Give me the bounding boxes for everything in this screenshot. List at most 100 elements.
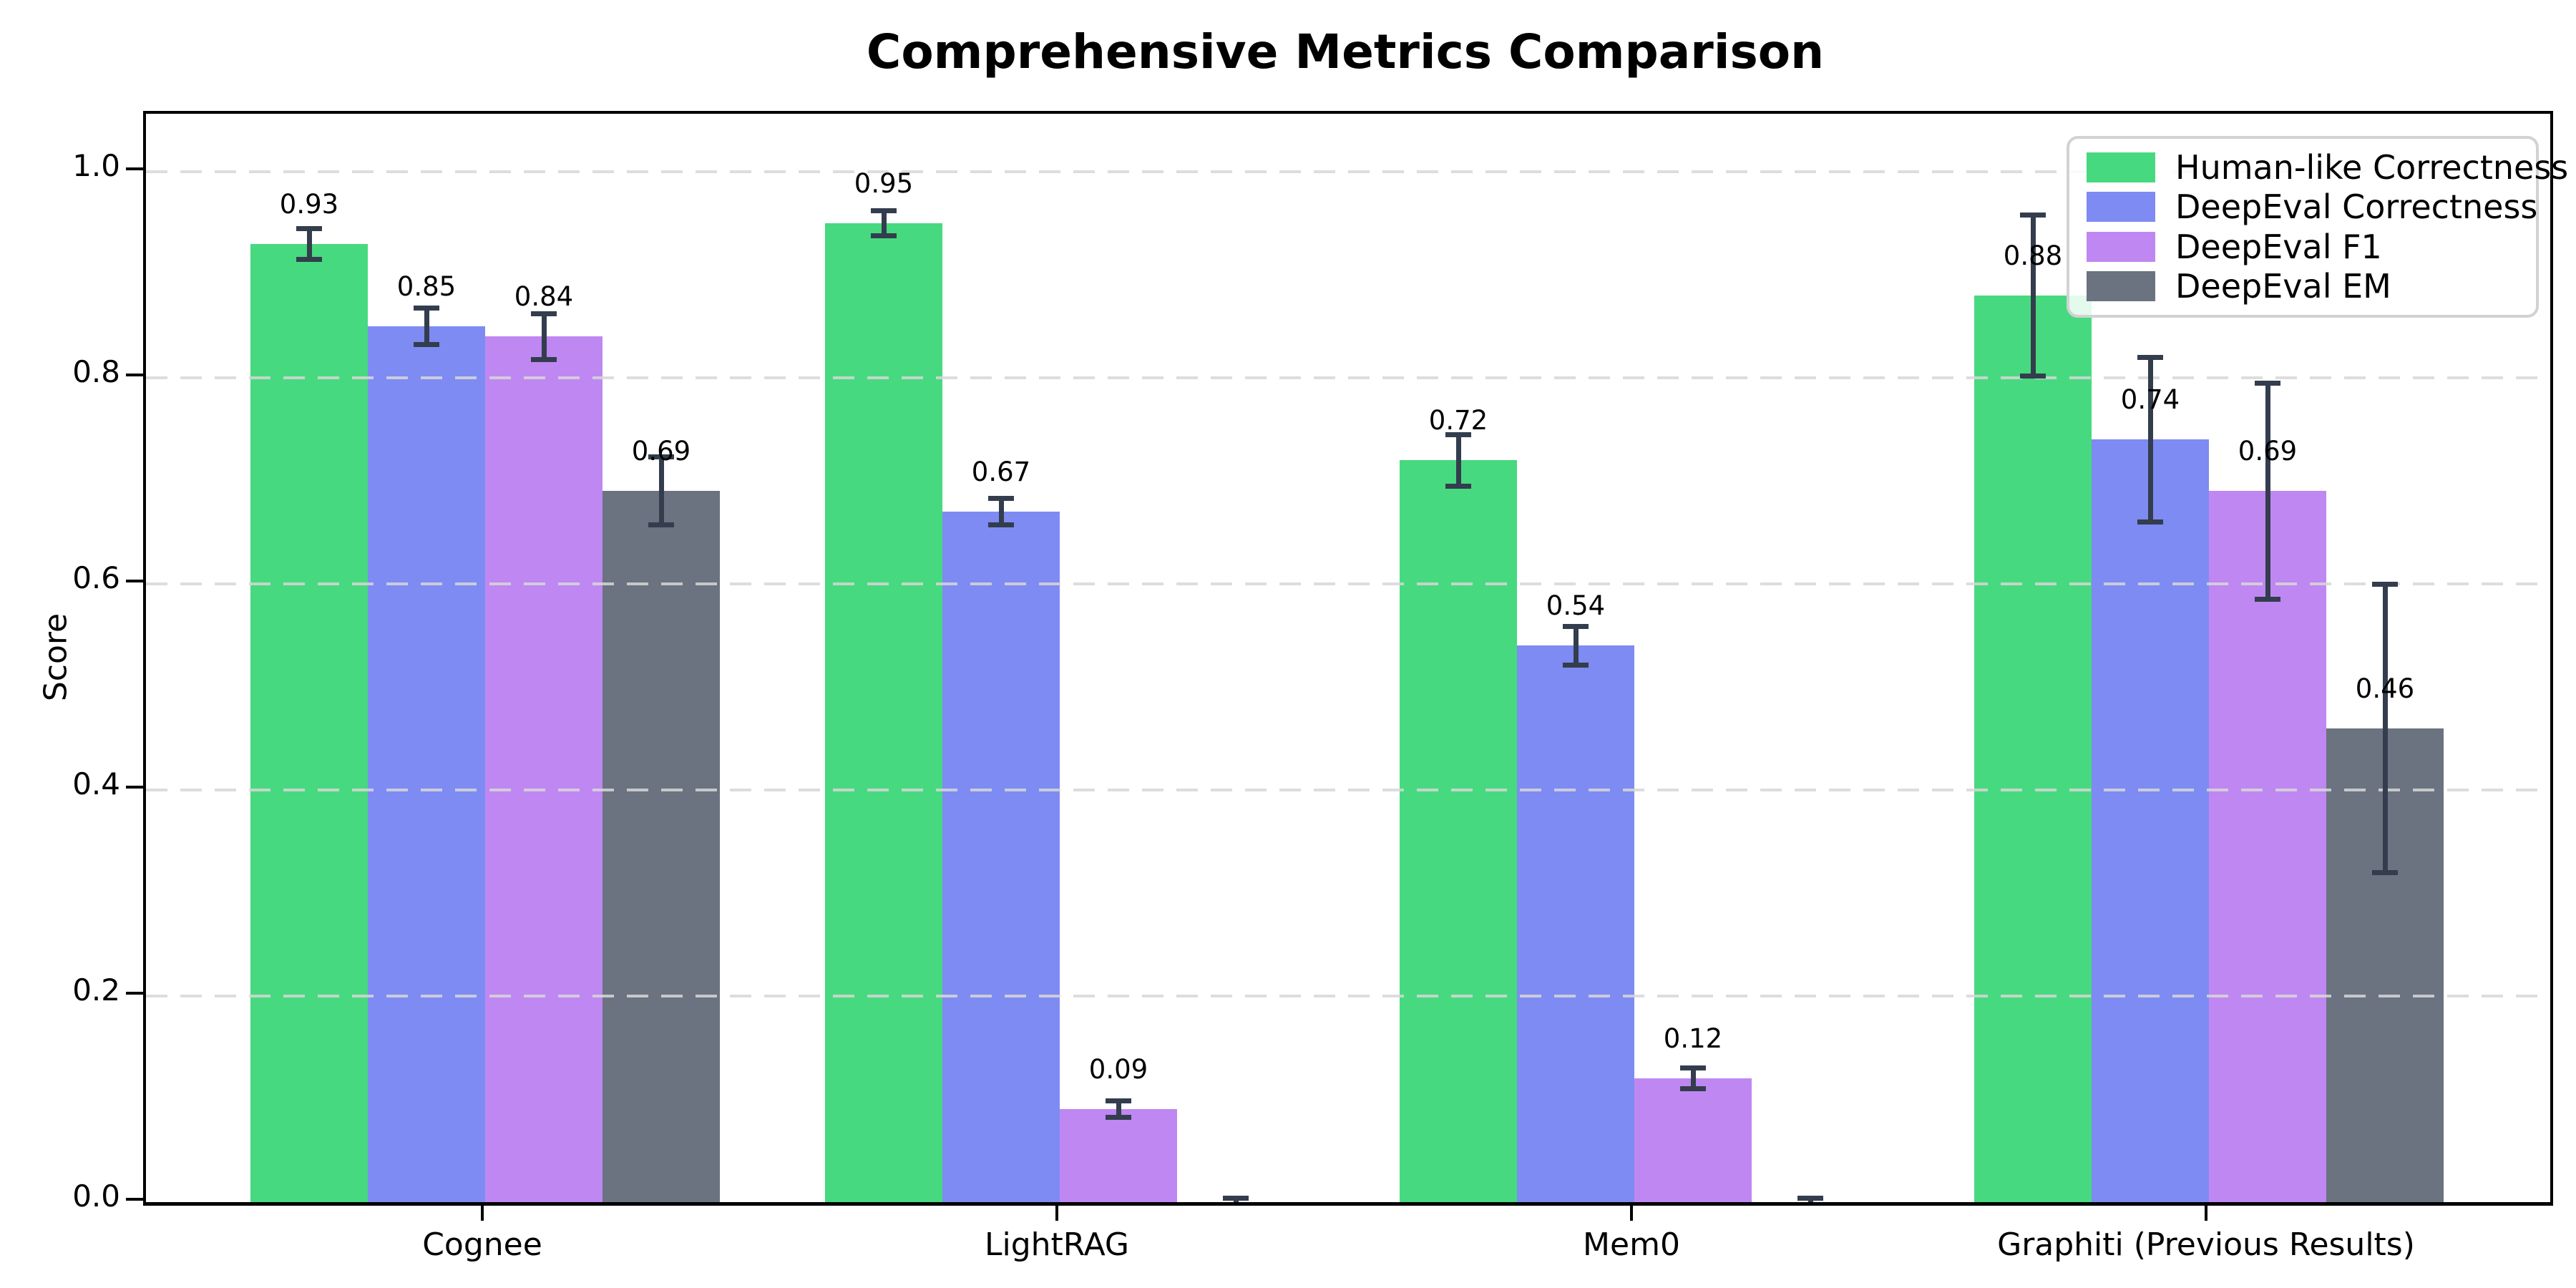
error-bar (541, 313, 547, 360)
y-axis-label: Score (37, 613, 74, 702)
legend: Human-like Correctness DeepEval Correctne… (2067, 136, 2568, 318)
error-bar-cap (871, 208, 897, 214)
error-bar-cap (2137, 354, 2163, 360)
bar-value-label: 0.93 (279, 188, 339, 220)
x-tick-label-graphiti-previous-results-: Graphiti (Previous Results) (1997, 1226, 2415, 1263)
error-bar-cap (296, 256, 322, 262)
legend-swatch (2087, 271, 2155, 302)
y-tick-mark (126, 992, 143, 995)
bar-value-label: 0.84 (514, 281, 574, 313)
error-bar (881, 210, 887, 236)
y-tick-label: 0.4 (72, 766, 120, 801)
y-tick-mark (126, 786, 143, 789)
y-tick-label: 0.2 (72, 972, 120, 1008)
legend-item: Human-like Correctness (2087, 148, 2568, 187)
legend-label: DeepEval EM (2175, 267, 2391, 306)
bar-mem0-s2 (1634, 1078, 1752, 1202)
legend-label: DeepEval Correctness (2175, 187, 2538, 227)
bar-cognee-s1 (368, 326, 485, 1202)
bar-value-label: 0.54 (1546, 590, 1606, 622)
legend-item: DeepEval Correctness (2087, 187, 2537, 226)
bar-lightrag-s1 (942, 512, 1060, 1202)
error-bar-cap (988, 495, 1014, 501)
error-bar-cap (2372, 869, 2398, 875)
bar-value-label: 0.74 (2120, 384, 2180, 416)
error-bar-cap (2372, 581, 2398, 587)
x-tick-label-lightrag: LightRAG (984, 1226, 1130, 1263)
y-tick-label: 0.0 (72, 1179, 120, 1214)
x-tick-mark (1055, 1202, 1058, 1221)
error-bar-cap (648, 522, 674, 528)
error-bar-cap (1223, 1195, 1249, 1201)
error-bar-cap (2020, 373, 2046, 379)
x-tick-label-cognee: Cognee (422, 1226, 542, 1263)
bar-value-label: 0.46 (2355, 673, 2415, 704)
error-bar (658, 457, 664, 525)
bar-mem0-s1 (1517, 645, 1634, 1202)
legend-label: Human-like Correctness (2175, 147, 2569, 187)
bar-cognee-s2 (485, 336, 602, 1202)
legend-item: DeepEval EM (2087, 267, 2519, 306)
error-bar (1690, 1068, 1696, 1089)
bar-value-label: 0.72 (1428, 405, 1488, 436)
x-tick-label-mem0: Mem0 (1583, 1226, 1680, 1263)
error-bar-cap (531, 311, 557, 317)
error-bar (2030, 215, 2036, 376)
bar-value-label: 0.69 (631, 436, 691, 467)
y-tick-mark (126, 167, 143, 170)
error-bar-cap (1106, 1098, 1131, 1104)
error-bar (998, 498, 1004, 525)
error-bar-cap (414, 305, 439, 311)
gridline (146, 376, 2550, 379)
error-bar (2265, 383, 2270, 600)
bar-value-label: 0.67 (971, 457, 1031, 488)
error-bar-cap (1797, 1195, 1823, 1201)
bar-graphiti-previous-results--s0 (1974, 295, 2092, 1202)
error-bar-cap (1106, 1115, 1131, 1121)
error-bar-cap (2020, 212, 2046, 218)
error-bar (1455, 434, 1461, 487)
error-bar-cap (1563, 663, 1589, 668)
bar-value-label: 0.88 (2003, 240, 2063, 271)
y-tick-label: 1.0 (72, 148, 120, 183)
y-tick-mark (126, 374, 143, 376)
error-bar (2147, 357, 2153, 522)
legend-swatch (2087, 192, 2155, 223)
bar-value-label: 0.09 (1088, 1054, 1148, 1085)
error-bar-cap (2255, 597, 2280, 602)
gridline (146, 582, 2550, 585)
error-bar (1116, 1101, 1121, 1118)
error-bar (306, 228, 312, 260)
error-bar-cap (296, 225, 322, 231)
legend-swatch (2087, 231, 2155, 262)
error-bar-cap (2137, 519, 2163, 525)
gridline (146, 789, 2550, 791)
error-bar (1573, 626, 1579, 665)
gridline (146, 995, 2550, 997)
error-bar (424, 308, 429, 345)
bar-cognee-s0 (250, 243, 368, 1202)
error-bar-cap (871, 233, 897, 238)
error-bar-cap (648, 454, 674, 460)
error-bar-cap (988, 522, 1014, 528)
y-tick-mark (126, 1198, 143, 1201)
y-tick-label: 0.8 (72, 354, 120, 389)
y-tick-label: 0.6 (72, 560, 120, 595)
x-tick-mark (1630, 1202, 1633, 1221)
bar-value-label: 0.95 (854, 168, 914, 199)
legend-swatch (2087, 152, 2155, 182)
error-bar (2382, 584, 2388, 873)
error-bar-cap (414, 342, 439, 348)
error-bar-cap (1445, 483, 1471, 489)
bar-value-label: 0.12 (1663, 1023, 1723, 1055)
error-bar-cap (1680, 1065, 1706, 1071)
gridline (146, 170, 2550, 173)
bar-value-label: 0.69 (2238, 436, 2298, 467)
error-bar-cap (1445, 431, 1471, 437)
error-bar-cap (531, 356, 557, 362)
bar-mem0-s0 (1400, 460, 1517, 1202)
error-bar-cap (1563, 623, 1589, 629)
chart-title: Comprehensive Metrics Comparison (866, 24, 1825, 79)
error-bar-cap (2255, 380, 2280, 386)
